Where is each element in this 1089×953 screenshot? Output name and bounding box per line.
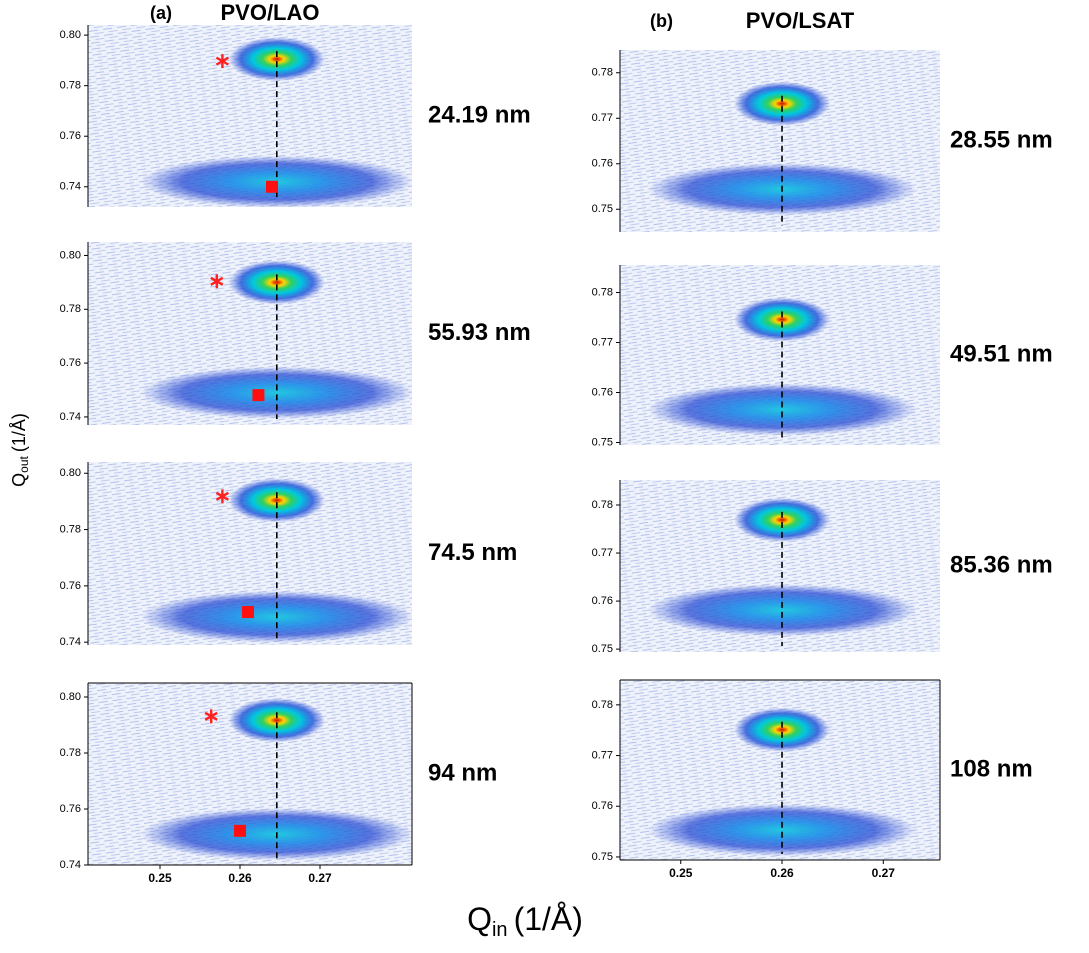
plot-area — [88, 683, 412, 865]
thickness-label: 85.36 nm — [950, 551, 1053, 578]
x-label-text: Qin (1/Å) — [467, 901, 583, 941]
film-peak — [734, 297, 831, 342]
thickness-label: 49.51 nm — [950, 340, 1053, 367]
plot-area — [620, 480, 940, 652]
y-tick-label: 0.77 — [592, 749, 613, 761]
y-tick-label: 0.77 — [592, 112, 613, 124]
x-tick-label: 0.25 — [669, 866, 693, 880]
film-peak — [734, 497, 831, 542]
square-marker — [266, 180, 278, 193]
square-marker — [242, 606, 254, 619]
y-tick-label: 0.78 — [592, 67, 613, 79]
y-tick-label: 0.76 — [60, 130, 81, 142]
y-tick-label: 0.74 — [60, 636, 81, 648]
x-tick-label: 0.26 — [228, 871, 252, 885]
y-tick-label: 0.78 — [60, 80, 81, 92]
plot-area — [88, 25, 412, 207]
y-tick-label: 0.76 — [592, 800, 613, 812]
panel: 0.78 0.77 0.76 0.75 0.25 0.26 0.27 108 nm — [592, 679, 1033, 880]
star-marker — [215, 489, 230, 504]
x-tick-label: 0.27 — [308, 871, 332, 885]
y-tick-label: 0.78 — [592, 286, 613, 298]
y-tick-label: 0.77 — [592, 336, 613, 348]
plot-area — [620, 50, 940, 232]
y-tick-label: 0.77 — [592, 547, 613, 559]
star-marker — [204, 709, 218, 724]
y-tick-label: 0.74 — [60, 181, 81, 193]
substrate-peak — [140, 366, 412, 419]
square-marker — [234, 824, 246, 837]
y-label-text: Qout (1/Å) — [9, 413, 31, 487]
panel: 0.80 0.78 0.76 0.74 74.5 nm — [60, 462, 517, 648]
panel-title: PVO/LAO — [220, 0, 319, 25]
y-tick-label: 0.78 — [60, 747, 81, 759]
x-tick-label: 0.26 — [770, 866, 794, 880]
panel-title: PVO/LSAT — [746, 8, 855, 33]
panel: 0.80 0.78 0.76 0.74 0.25 0.26 0.27 94 nm — [60, 682, 497, 885]
y-tick-label: 0.75 — [592, 203, 613, 215]
y-tick-label: 0.74 — [60, 859, 81, 871]
panel: 0.80 0.78 0.76 0.74 55.93 nm — [60, 242, 531, 425]
x-tick-label: 0.25 — [148, 871, 172, 885]
y-tick-label: 0.80 — [60, 249, 81, 261]
film-peak — [228, 478, 325, 523]
plot-area — [620, 680, 940, 860]
panel-label: (a) — [150, 3, 172, 23]
y-tick-label: 0.80 — [60, 467, 81, 479]
x-label-unit: (1/Å) — [514, 901, 583, 937]
substrate-peak — [647, 383, 917, 436]
y-tick-label: 0.76 — [60, 803, 81, 815]
star-marker — [215, 54, 230, 69]
panel: 0.78 0.77 0.76 0.75 85.36 nm — [592, 480, 1053, 655]
plot-area — [620, 265, 940, 445]
y-tick-label: 0.75 — [592, 436, 613, 448]
film-peak — [734, 707, 831, 752]
y-tick-label: 0.78 — [60, 303, 81, 315]
y-tick-label: 0.75 — [592, 643, 613, 655]
panel-label: (b) — [650, 11, 673, 31]
square-marker — [252, 389, 265, 402]
y-tick-label: 0.80 — [60, 691, 81, 703]
y-tick-label: 0.75 — [592, 851, 613, 863]
y-tick-label: 0.76 — [60, 357, 81, 369]
substrate-peak — [647, 584, 917, 637]
y-label-sub: out — [17, 455, 31, 472]
y-tick-label: 0.76 — [592, 595, 613, 607]
y-tick-label: 0.74 — [60, 411, 81, 423]
thickness-label: 74.5 nm — [428, 539, 517, 566]
x-tick-label: 0.27 — [872, 866, 896, 880]
y-tick-label: 0.80 — [60, 29, 81, 41]
y-tick-label: 0.76 — [592, 386, 613, 398]
y-tick-label: 0.78 — [592, 699, 613, 711]
film-peak — [228, 37, 325, 82]
y-tick-label: 0.76 — [60, 580, 81, 592]
x-label-main: Q — [467, 901, 492, 937]
thickness-label: 24.19 nm — [428, 101, 531, 128]
film-peak — [228, 698, 325, 743]
y-label-unit: (1/Å) — [9, 413, 29, 452]
panel: 0.78 0.77 0.76 0.75 28.55 nm (b) PVO/LSAT — [592, 8, 1053, 232]
y-tick-label: 0.78 — [60, 523, 81, 535]
thickness-label: 94 nm — [428, 759, 497, 786]
y-axis-label: Qout (1/Å) — [9, 413, 31, 487]
thickness-label: 108 nm — [950, 755, 1033, 782]
plot-area — [88, 242, 412, 425]
film-peak — [228, 260, 325, 305]
substrate-peak — [647, 804, 917, 857]
panel: 0.80 0.78 0.76 0.74 24.19 nm (a) PVO/LAO — [60, 0, 531, 207]
y-label-main: Q — [9, 473, 29, 487]
thickness-label: 28.55 nm — [950, 126, 1053, 153]
panel: 0.78 0.77 0.76 0.75 49.51 nm — [592, 265, 1053, 448]
y-tick-label: 0.78 — [592, 499, 613, 511]
thickness-label: 55.93 nm — [428, 319, 531, 346]
film-peak — [734, 81, 831, 126]
y-tick-label: 0.76 — [592, 158, 613, 170]
star-marker — [210, 274, 224, 289]
x-label-sub: in — [492, 919, 508, 941]
